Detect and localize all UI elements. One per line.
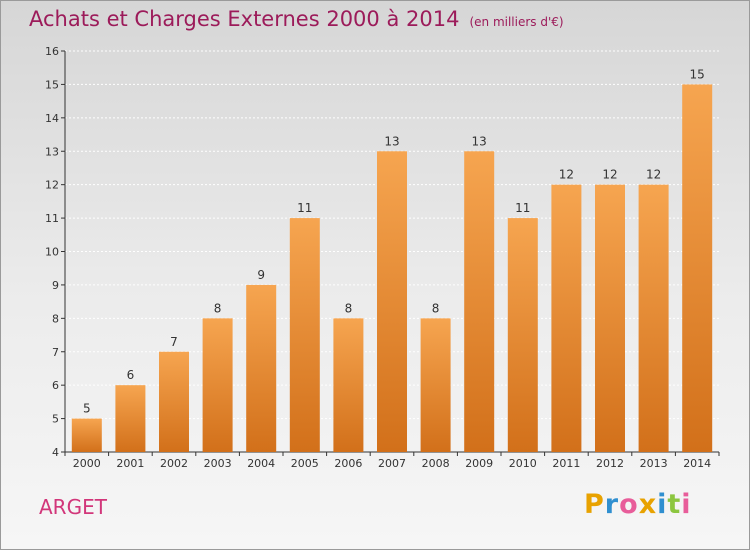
logo-letter: x [638, 489, 658, 520]
x-tick-label: 2008 [422, 457, 450, 470]
bar [159, 351, 189, 452]
x-tick-label: 2004 [247, 457, 275, 470]
x-tick-label: 2014 [683, 457, 711, 470]
x-tick-label: 2000 [73, 457, 101, 470]
logo-letter: r [604, 489, 620, 520]
y-tick-label: 4 [52, 446, 59, 459]
x-tick-label: 2001 [116, 457, 144, 470]
bar [377, 151, 407, 452]
proxiti-logo[interactable]: Proxiti [584, 489, 692, 520]
y-tick-label: 13 [45, 145, 59, 158]
bar-value-label: 6 [127, 368, 135, 382]
bar-value-label: 15 [690, 67, 705, 81]
bar [551, 184, 582, 452]
bar [246, 284, 277, 452]
x-tick-label: 2012 [596, 457, 624, 470]
bar-value-label: 13 [472, 134, 487, 148]
x-tick-label: 2003 [204, 457, 232, 470]
logo-letter: P [584, 489, 605, 520]
y-tick-label: 11 [45, 212, 59, 225]
bar-value-label: 8 [214, 301, 222, 315]
x-tick-label: 2010 [509, 457, 537, 470]
y-tick-label: 15 [45, 78, 59, 91]
x-tick-label: 2009 [465, 457, 493, 470]
commune-name: ARGET [39, 495, 107, 519]
bar-value-label: 7 [170, 335, 178, 349]
logo-letter: i [657, 489, 668, 520]
bar [115, 385, 146, 452]
bar-value-label: 11 [297, 201, 312, 215]
x-tick-label: 2005 [291, 457, 319, 470]
bar-value-label: 8 [432, 301, 440, 315]
bar [682, 84, 713, 453]
bar-value-label: 11 [515, 201, 530, 215]
bar [507, 218, 538, 452]
bar-value-label: 13 [384, 134, 399, 148]
y-tick-label: 16 [45, 45, 59, 58]
y-tick-label: 9 [52, 279, 59, 292]
bar-value-label: 12 [646, 168, 661, 182]
y-tick-label: 7 [52, 346, 59, 359]
x-tick-label: 2002 [160, 457, 188, 470]
bar [420, 318, 451, 452]
bar [595, 184, 625, 452]
x-tick-label: 2006 [334, 457, 362, 470]
y-tick-label: 14 [45, 112, 59, 125]
x-tick-label: 2007 [378, 457, 406, 470]
bar [464, 151, 495, 452]
y-tick-label: 8 [52, 312, 59, 325]
bar [289, 218, 320, 452]
logo-letter: o [619, 489, 639, 520]
chart-title: Achats et Charges Externes 2000 à 2014 (e… [29, 7, 564, 31]
y-tick-label: 5 [52, 413, 59, 426]
chart-unit: (en milliers d'€) [469, 15, 564, 29]
bar [333, 318, 364, 452]
logo-letter: i [681, 489, 692, 520]
bar-value-label: 9 [257, 268, 265, 282]
bar [202, 318, 233, 452]
y-tick-label: 12 [45, 179, 59, 192]
y-tick-label: 6 [52, 379, 59, 392]
bar-value-label: 8 [345, 301, 353, 315]
logo-letter: t [667, 489, 682, 520]
bar-value-label: 12 [602, 168, 617, 182]
y-tick-label: 10 [45, 246, 59, 259]
bar [638, 184, 669, 452]
x-tick-label: 2011 [552, 457, 580, 470]
chart-title-text: Achats et Charges Externes 2000 à 2014 [29, 7, 460, 31]
bar [71, 418, 102, 452]
bar-value-label: 5 [83, 402, 91, 416]
x-tick-label: 2013 [640, 457, 668, 470]
bar-value-label: 12 [559, 168, 574, 182]
